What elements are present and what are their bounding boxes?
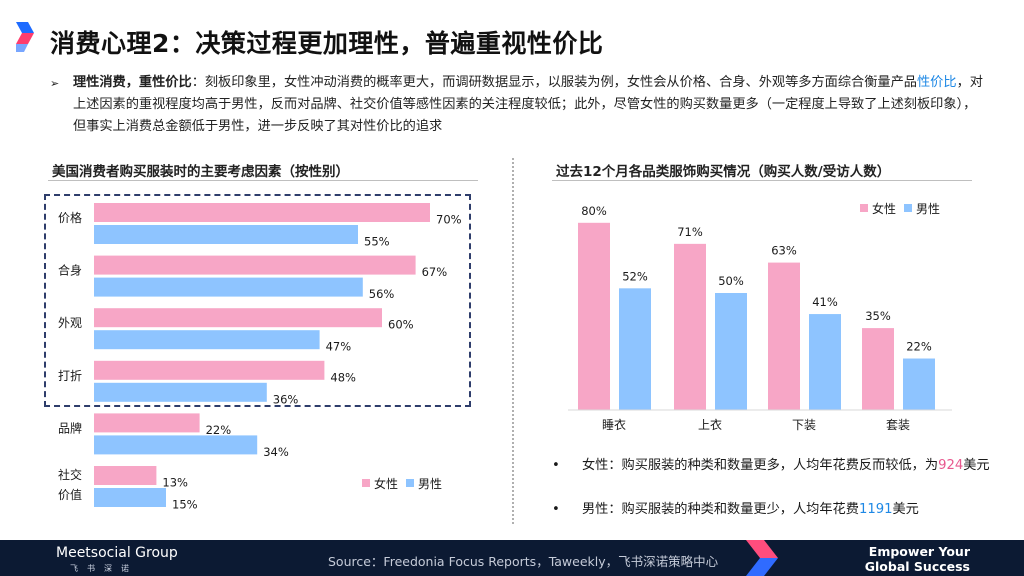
brand-logo-icon — [16, 22, 34, 52]
female-bar — [94, 308, 382, 328]
female-bar — [94, 360, 325, 380]
data-label: 13% — [162, 476, 188, 490]
data-label: 52% — [622, 269, 648, 283]
left-title-underline — [48, 180, 478, 181]
category-label: 打折 — [58, 368, 82, 383]
page-title: 消费心理2：决策过程更加理性，普遍重视性价比 — [50, 29, 604, 58]
male-bar — [94, 435, 258, 455]
right-bar-chart: 80% 52% 睡衣 71% 50% 上衣 63% 41% 下装 35% 22% 套装 女性 男性 — [568, 201, 952, 432]
category-label: 外观 — [58, 316, 82, 330]
category-label: 睡衣 — [602, 417, 626, 432]
male-bar — [94, 382, 267, 402]
bullet-male-number: 1191 — [858, 502, 893, 517]
data-label: 80% — [581, 204, 607, 218]
legend-male-label: 男性 — [418, 477, 442, 491]
category-label: 下装 — [792, 418, 816, 432]
bullet-male-prefix: 男性：购买服装的种类和数量更少，人均年花费 — [582, 502, 859, 517]
female-bar — [578, 222, 610, 410]
bullet-dot: • — [552, 458, 560, 473]
intro-part2: ，对上述因素的重视程度均高于男性，反而对品牌、社交价值等感性因素的关注程度较低；… — [73, 75, 983, 134]
legend-male-swatch — [406, 479, 414, 487]
footer-logo: Meetsocial Group — [56, 545, 178, 561]
bullet-female-number: 924 — [938, 458, 964, 473]
category-label: 价格 — [58, 210, 82, 225]
category-label: 套装 — [886, 418, 910, 432]
legend-male-swatch — [904, 204, 912, 212]
slogan-line-1: Empower Your — [868, 544, 970, 559]
male-bar — [94, 330, 320, 350]
data-label: 47% — [326, 340, 352, 354]
legend-female-swatch — [860, 204, 868, 212]
female-bar — [94, 466, 157, 485]
male-bar — [94, 488, 166, 507]
data-label: 60% — [388, 318, 414, 332]
data-label: 71% — [677, 225, 703, 239]
data-label: 22% — [906, 340, 932, 354]
data-label: 15% — [172, 498, 198, 512]
bullet-dot: • — [552, 502, 560, 517]
male-bar — [94, 225, 358, 244]
intro-paragraph: 理性消费，重性价比：刻板印象里，女性冲动消费的概率更大，而调研数据显示，以服装为… — [73, 72, 983, 138]
legend-male-label: 男性 — [916, 202, 940, 216]
data-label: 22% — [206, 423, 232, 437]
female-bar — [94, 255, 416, 275]
category-label: 合身 — [58, 263, 82, 278]
highlight-dashed-box — [44, 194, 471, 407]
category-label: 社交 — [58, 467, 82, 482]
left-bar-chart: 价格 70% 55% 合身 67% 56% 外观 60% 47% 打折 48% 36% 品牌 22% 34%… — [58, 203, 462, 512]
data-label: 56% — [369, 287, 395, 301]
intro-part1: ：刻板印象里，女性冲动消费的概率更大，而调研数据显示，以服装为例，女性会从价格、… — [191, 75, 917, 90]
data-label: 35% — [865, 309, 891, 323]
intro-bold: 理性消费，重性价比 — [73, 75, 192, 90]
legend-female-swatch — [362, 479, 370, 487]
female-bar — [94, 413, 200, 433]
data-label: 55% — [364, 235, 390, 249]
male-bar — [809, 314, 841, 410]
footer-bar — [0, 540, 1024, 576]
male-bar — [715, 293, 747, 410]
section-divider — [512, 158, 514, 524]
right-chart-title: 过去12个月各品类服饰购买情况（购买人数/受访人数） — [556, 164, 891, 180]
bullet-female-suffix: 美元 — [963, 458, 990, 473]
legend-female-label: 女性 — [872, 201, 896, 216]
category-label: 价值 — [58, 487, 82, 502]
male-bar — [903, 358, 935, 410]
legend-female-label: 女性 — [374, 476, 398, 491]
arrow-bullet-icon: ➢ — [50, 77, 60, 90]
data-label: 63% — [771, 244, 797, 258]
data-label: 36% — [273, 392, 299, 406]
category-label: 品牌 — [58, 421, 82, 435]
slogan-line-2: Global Success — [864, 559, 970, 574]
female-bar — [674, 243, 706, 410]
data-label: 48% — [330, 370, 356, 384]
female-bar — [862, 328, 894, 410]
footer-source: Source：Freedonia Focus Reports，Taweekly，… — [328, 554, 719, 569]
female-bar — [94, 203, 430, 222]
data-label: 50% — [718, 274, 744, 288]
footer-brand-shape-icon — [746, 540, 778, 576]
footer-logo-sub: 飞书深诺 — [70, 564, 138, 573]
data-label: 67% — [422, 265, 448, 279]
male-bar — [619, 288, 651, 410]
left-chart-title: 美国消费者购买服装时的主要考虑因素（按性别） — [52, 164, 349, 180]
category-label: 上衣 — [698, 417, 722, 432]
footer-slogan: Empower Your Global Success — [820, 544, 970, 574]
data-label: 41% — [812, 295, 838, 309]
bullet-male-suffix: 美元 — [892, 502, 919, 517]
data-label: 34% — [263, 445, 289, 459]
bullet-female-prefix: 女性：购买服装的种类和数量更多，人均年花费反而较低，为 — [582, 458, 939, 473]
data-label: 70% — [436, 213, 462, 227]
female-bar — [768, 262, 800, 410]
right-title-underline — [552, 180, 972, 181]
male-bar — [94, 277, 363, 297]
intro-highlight: 性价比 — [917, 75, 957, 90]
